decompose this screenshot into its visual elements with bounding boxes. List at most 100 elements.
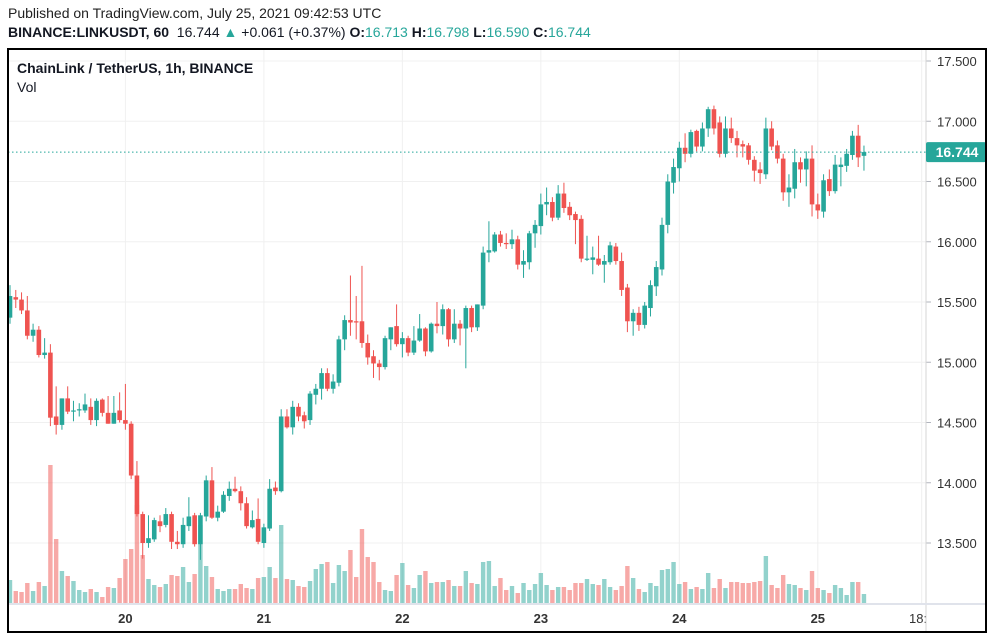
candle [7, 285, 13, 324]
volume-bar [827, 593, 832, 603]
volume-bar [365, 557, 370, 603]
candle [394, 304, 399, 347]
candle-body [209, 480, 215, 518]
candle-body [411, 340, 417, 353]
volume-bar [163, 584, 168, 603]
volume-bar [671, 562, 676, 603]
volume-bar [682, 582, 688, 603]
volume-bar [480, 562, 486, 603]
candle-body [42, 352, 47, 356]
volume-bar [498, 578, 503, 603]
candle-body [53, 416, 59, 425]
candle-body [434, 323, 440, 327]
symbol-label[interactable]: BINANCE:LINKUSDT, 60 [8, 24, 170, 40]
volume-bar [844, 595, 849, 603]
volume-bar [821, 590, 826, 603]
candle [619, 252, 624, 296]
volume-bar [579, 583, 584, 603]
volume-bar [515, 593, 520, 603]
volume-bar [429, 583, 434, 603]
candle [573, 211, 578, 245]
candle-body [100, 399, 105, 413]
candle [313, 383, 319, 405]
volume-bar [209, 577, 215, 603]
candle-body [105, 412, 111, 424]
volume-bar [769, 585, 774, 603]
candle-body [134, 475, 140, 515]
candle-body [226, 488, 232, 497]
candle [636, 306, 642, 331]
volume-bar [717, 579, 722, 603]
volume-bar [780, 575, 786, 603]
candle [688, 129, 694, 158]
volume-bar [82, 592, 88, 603]
volume-bar [65, 576, 70, 603]
candle [255, 498, 261, 545]
candle-body [480, 252, 486, 306]
candle [244, 497, 249, 529]
volume-bar [417, 575, 422, 603]
volume-bar [446, 580, 451, 603]
volume-bar [30, 591, 36, 603]
candle-body [682, 147, 688, 154]
volume-bar [290, 580, 295, 603]
volume-bar [278, 525, 284, 603]
candle-body [734, 138, 740, 146]
candle [400, 332, 405, 358]
candle-body [232, 488, 238, 492]
candle [850, 130, 855, 160]
candle-body [192, 515, 197, 545]
candle-body [757, 169, 763, 174]
volume-bar [504, 590, 509, 603]
candle-body [665, 181, 671, 225]
candle-body [457, 323, 463, 329]
candle-body [371, 356, 376, 364]
volume-bar [729, 582, 734, 603]
volume-bar [117, 578, 122, 603]
candle-body [740, 144, 746, 147]
volume-bar [757, 581, 763, 603]
candle-body [561, 193, 567, 209]
candle [388, 327, 394, 351]
candle-body [798, 162, 803, 170]
candle-body [832, 164, 838, 192]
candle [723, 116, 728, 158]
candle [382, 335, 388, 370]
candle [780, 153, 786, 201]
volume-bar [411, 588, 417, 603]
volume-bar [723, 588, 728, 603]
candle [832, 154, 838, 194]
candle [376, 359, 382, 381]
candle-body [492, 234, 497, 252]
volume-bar [227, 589, 232, 603]
candle-body [780, 158, 786, 193]
volume-bar [221, 591, 226, 603]
low-value: 16.590 [486, 24, 530, 40]
candle-body [244, 503, 249, 527]
candle-body [596, 258, 601, 265]
volume-bar [619, 586, 624, 603]
candle [25, 295, 30, 340]
volume-bar [232, 589, 238, 603]
volume-bar [521, 583, 526, 603]
volume-bar [371, 562, 376, 603]
price-tick-label: 17.500 [937, 54, 977, 69]
time-tick-label: 22 [395, 611, 409, 626]
time-tick-label: 20 [118, 611, 132, 626]
candle-body [803, 158, 809, 170]
candle [671, 158, 676, 194]
candle [30, 323, 36, 342]
candle [238, 486, 244, 511]
volume-bar [186, 582, 192, 603]
candle [405, 335, 411, 357]
candle-body [59, 398, 65, 425]
candle-body [48, 352, 53, 418]
candle-body [296, 406, 301, 417]
volume-bar [313, 569, 319, 603]
candle-body [544, 201, 549, 205]
candle [371, 350, 376, 378]
close-label: C: [533, 24, 548, 40]
volume-bar [128, 549, 134, 603]
volume-bar [319, 564, 324, 603]
